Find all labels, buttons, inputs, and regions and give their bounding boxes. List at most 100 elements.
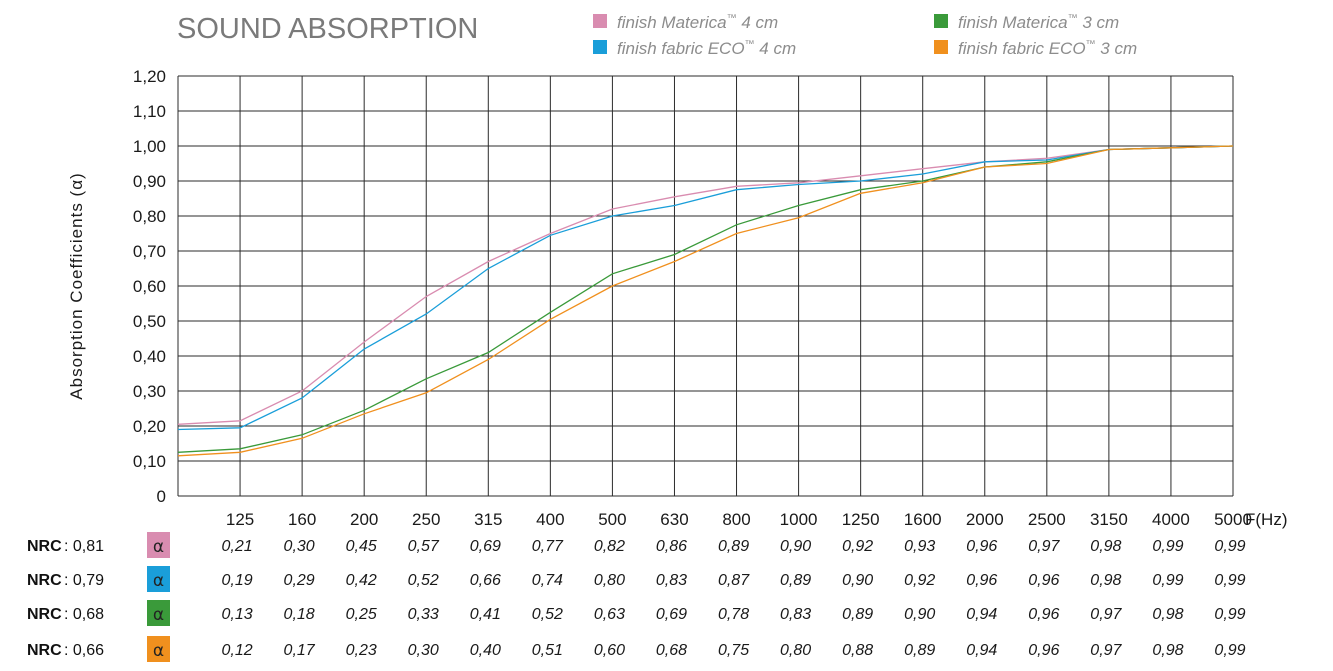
absorption-value-cell: 0,92 xyxy=(842,538,873,555)
x-tick-label: 800 xyxy=(722,510,750,529)
y-tick-label: 1,00 xyxy=(133,137,166,156)
absorption-value-cell: 0,69 xyxy=(656,606,687,623)
y-tick-label: 0,50 xyxy=(133,312,166,331)
chart-series-lines xyxy=(177,145,1234,457)
y-tick-label: 1,20 xyxy=(133,67,166,86)
series-line-0 xyxy=(177,145,1234,425)
absorption-value-cell: 0,21 xyxy=(221,538,252,555)
chart-texts: 0 0,10 0,20 0,30 0,40 0,50 0,60 0,70 0,80 0,90 1,0… xyxy=(27,13,1287,662)
absorption-value-cell: 0,52 xyxy=(408,572,439,589)
absorption-value-cell: 0,97 xyxy=(1090,642,1122,659)
x-tick-label: 2500 xyxy=(1028,510,1066,529)
nrc-label: NRC xyxy=(27,642,62,659)
absorption-value-cell: 0,98 xyxy=(1090,538,1121,555)
absorption-value-cell: 0,99 xyxy=(1152,572,1183,589)
absorption-value-cell: 0,94 xyxy=(966,642,997,659)
absorption-value-cell: 0,74 xyxy=(532,572,563,589)
series-line-2 xyxy=(177,145,1234,453)
x-tick-label: 1250 xyxy=(842,510,880,529)
absorption-value-cell: 0,98 xyxy=(1152,606,1183,623)
absorption-value-cell: 0,33 xyxy=(408,606,439,623)
y-tick-label: 0,70 xyxy=(133,242,166,261)
absorption-value-cell: 0,68 xyxy=(656,642,687,659)
legend-trademark: ™ xyxy=(727,13,737,24)
legend-trademark: ™ xyxy=(745,39,755,50)
absorption-value-cell: 0,88 xyxy=(842,642,873,659)
absorption-value-cell: 0,77 xyxy=(532,538,564,555)
absorption-value-cell: 0,99 xyxy=(1214,572,1245,589)
y-tick-label: 0,20 xyxy=(133,417,166,436)
absorption-value-cell: 0,18 xyxy=(284,606,315,623)
x-tick-label: 630 xyxy=(660,510,688,529)
absorption-value-cell: 0,23 xyxy=(346,642,377,659)
x-axis-unit: F(Hz) xyxy=(1245,510,1287,529)
absorption-value-cell: 0,19 xyxy=(221,572,252,589)
legend-trademark: ™ xyxy=(1086,39,1096,50)
alpha-swatch-2 xyxy=(147,600,170,626)
absorption-value-cell: 0,78 xyxy=(718,606,749,623)
series-line-3 xyxy=(177,145,1234,457)
x-tick-label: 5000 xyxy=(1214,510,1252,529)
x-tick-label: 500 xyxy=(598,510,626,529)
absorption-value-cell: 0,89 xyxy=(842,606,873,623)
absorption-value-cell: 0,89 xyxy=(718,538,749,555)
legend-label-2: finish Materica™ 3 cm xyxy=(958,13,1119,32)
absorption-value-cell: 0,80 xyxy=(780,642,811,659)
x-tick-label: 3150 xyxy=(1090,510,1128,529)
legend-label-name: finish fabric ECO xyxy=(958,39,1086,58)
absorption-value-cell: 0,99 xyxy=(1214,606,1245,623)
x-tick-label: 1000 xyxy=(780,510,818,529)
absorption-value-cell: 0,40 xyxy=(470,642,501,659)
absorption-value-cell: 0,96 xyxy=(1028,572,1059,589)
absorption-value-cell: 0,42 xyxy=(346,572,377,589)
absorption-value-cell: 0,90 xyxy=(904,606,935,623)
absorption-value-cell: 0,96 xyxy=(966,572,997,589)
absorption-value-cell: 0,97 xyxy=(1028,538,1060,555)
absorption-value-cell: 0,94 xyxy=(966,606,997,623)
absorption-value-cell: 0,52 xyxy=(532,606,563,623)
y-tick-label: 0,30 xyxy=(133,382,166,401)
x-tick-label: 250 xyxy=(412,510,440,529)
absorption-value-cell: 0,83 xyxy=(780,606,811,623)
absorption-value-cell: 0,51 xyxy=(532,642,563,659)
alpha-swatch-3 xyxy=(147,636,170,662)
nrc-value: : 0,81 xyxy=(64,538,104,555)
x-tick-label: 4000 xyxy=(1152,510,1190,529)
nrc-value: : 0,68 xyxy=(64,606,104,623)
alpha-symbol: α xyxy=(153,641,164,661)
absorption-value-cell: 0,90 xyxy=(780,538,811,555)
legend-thickness: 3 cm xyxy=(1096,39,1138,58)
y-tick-label: 1,10 xyxy=(133,102,166,121)
absorption-value-cell: 0,80 xyxy=(594,572,625,589)
alpha-symbol: α xyxy=(153,571,164,591)
x-tick-label: 2000 xyxy=(966,510,1004,529)
absorption-value-cell: 0,12 xyxy=(221,642,252,659)
alpha-swatch-1 xyxy=(147,566,170,592)
legend-trademark: ™ xyxy=(1068,13,1078,24)
series-line-1 xyxy=(177,145,1234,431)
absorption-value-cell: 0,92 xyxy=(904,572,935,589)
y-tick-label: 0,90 xyxy=(133,172,166,191)
absorption-value-cell: 0,96 xyxy=(1028,606,1059,623)
legend-label-1: finish fabric ECO™ 4 cm xyxy=(617,39,796,58)
absorption-value-cell: 0,30 xyxy=(284,538,315,555)
legend-label-name: finish Materica xyxy=(958,13,1068,32)
y-tick-label: 0,80 xyxy=(133,207,166,226)
y-tick-label: 0 xyxy=(157,487,166,506)
absorption-value-cell: 0,63 xyxy=(594,606,625,623)
legend-swatch-3 xyxy=(934,40,948,54)
y-tick-label: 0,60 xyxy=(133,277,166,296)
nrc-label: NRC xyxy=(27,538,62,555)
absorption-value-cell: 0,83 xyxy=(656,572,687,589)
legend-swatch-0 xyxy=(593,14,607,28)
x-tick-label: 400 xyxy=(536,510,564,529)
absorption-value-cell: 0,97 xyxy=(1090,606,1122,623)
legend-label-3: finish fabric ECO™ 3 cm xyxy=(958,39,1137,58)
absorption-value-cell: 0,96 xyxy=(1028,642,1059,659)
x-tick-label: 125 xyxy=(226,510,254,529)
y-tick-label: 0,40 xyxy=(133,347,166,366)
absorption-value-cell: 0,45 xyxy=(346,538,377,555)
absorption-value-cell: 0,98 xyxy=(1090,572,1121,589)
absorption-value-cell: 0,89 xyxy=(904,642,935,659)
alpha-swatch-0 xyxy=(147,532,170,558)
